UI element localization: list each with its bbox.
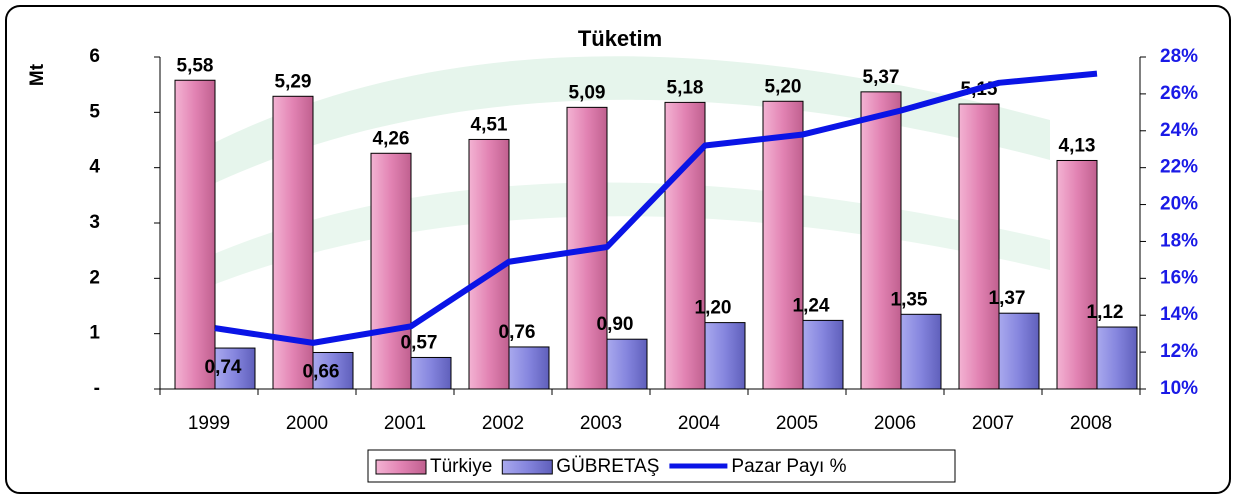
y2-tick-label: 18%	[1160, 230, 1198, 251]
x-tick-label: 2003	[580, 413, 622, 434]
value-label: 1,24	[793, 295, 830, 316]
y-tick-label: 3	[89, 212, 100, 233]
bar	[705, 323, 745, 389]
legend-label: Türkiye	[430, 456, 492, 477]
x-tick-label: 2005	[776, 413, 818, 434]
bar	[411, 357, 451, 389]
bar	[175, 80, 215, 389]
chart: Tüketim Mt - 1 2 3 4 5 6 10% 12% 14% 16% 18% 20% 22% 2…	[0, 0, 1237, 499]
bar	[1097, 327, 1137, 389]
value-label: 4,26	[373, 128, 410, 149]
bar	[371, 153, 411, 389]
value-label: 5,18	[667, 77, 704, 98]
bar	[1057, 160, 1097, 389]
y2-tick-label: 12%	[1160, 341, 1198, 362]
value-label: 5,58	[177, 55, 214, 76]
y-tick-label: 1	[89, 323, 100, 344]
bar	[999, 313, 1039, 389]
x-tick-label: 2007	[972, 413, 1014, 434]
value-label: 1,12	[1087, 302, 1124, 323]
bar	[901, 314, 941, 389]
bar	[959, 104, 999, 389]
legend-label: GÜBRETAŞ	[556, 456, 659, 477]
bar	[607, 339, 647, 389]
legend-swatch	[376, 460, 426, 474]
x-tick-label: 2008	[1070, 413, 1112, 434]
value-label: 1,20	[695, 298, 732, 319]
value-label: 1,37	[989, 288, 1026, 309]
y2-tick-label: 10%	[1160, 378, 1198, 399]
bar	[763, 101, 803, 389]
x-tick-label: 2006	[874, 413, 916, 434]
bar	[273, 96, 313, 389]
y-tick-label: 4	[89, 157, 100, 178]
value-label: 0,76	[499, 322, 536, 343]
value-label: 0,74	[205, 357, 242, 378]
bar	[509, 347, 549, 389]
x-tick-label: 1999	[188, 413, 230, 434]
y2-tick-label: 16%	[1160, 267, 1198, 288]
y2-tick-label: 24%	[1160, 120, 1198, 141]
value-label: 4,51	[471, 114, 508, 135]
value-label: 0,57	[401, 332, 438, 353]
value-label: 5,09	[569, 82, 606, 103]
legend-label: Pazar Payı %	[731, 456, 846, 477]
y2-tick-label: 20%	[1160, 194, 1198, 215]
value-label: 5,37	[863, 67, 900, 88]
chart-title: Tüketim	[578, 26, 662, 51]
bar	[803, 320, 843, 389]
y2-tick-label: 28%	[1160, 46, 1198, 67]
value-label: 0,90	[597, 314, 634, 335]
y2-tick-label: 14%	[1160, 304, 1198, 325]
bar	[665, 102, 705, 389]
bar	[861, 92, 901, 389]
x-tick-label: 2000	[286, 413, 328, 434]
y-axis-label: Mt	[27, 63, 48, 86]
y-tick-label: 2	[89, 267, 100, 288]
y2-tick-label: 26%	[1160, 83, 1198, 104]
x-tick-label: 2002	[482, 413, 524, 434]
legend-swatch	[502, 460, 552, 474]
value-label: 0,66	[303, 361, 340, 382]
value-label: 5,29	[275, 71, 312, 92]
y-tick-label: 6	[89, 46, 100, 67]
x-tick-label: 2001	[384, 413, 426, 434]
value-label: 1,35	[891, 289, 928, 310]
value-label: 5,20	[765, 76, 802, 97]
y-tick-label: -	[94, 378, 100, 399]
y-tick-label: 5	[89, 101, 100, 122]
y2-tick-label: 22%	[1160, 157, 1198, 178]
x-tick-label: 2004	[678, 413, 721, 434]
value-label: 4,13	[1059, 135, 1096, 156]
